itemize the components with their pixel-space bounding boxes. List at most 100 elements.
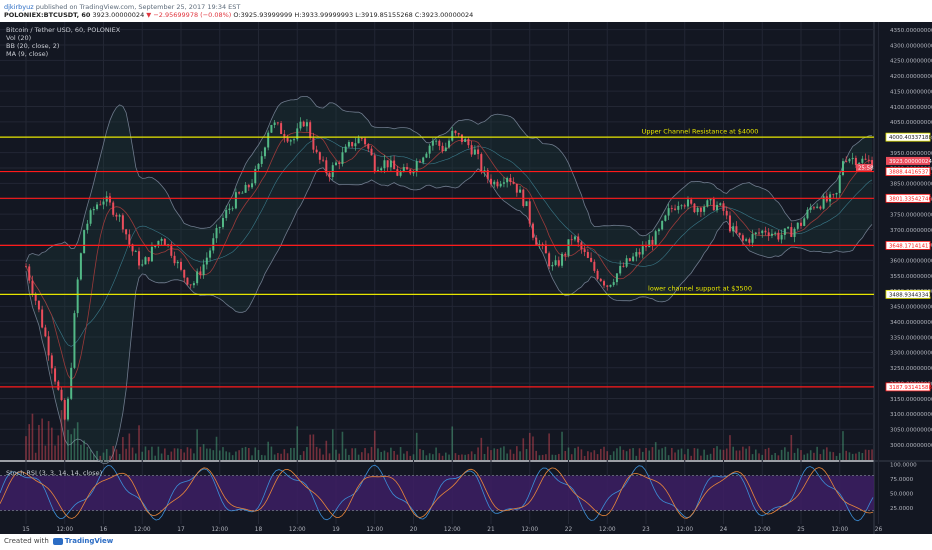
volume-bar [218, 450, 221, 460]
volume-bar [800, 450, 802, 460]
candle-body [780, 234, 783, 240]
open-value: O:3925.93999999 [233, 11, 293, 19]
candle-body [686, 199, 689, 207]
volume-bar [109, 455, 111, 460]
candle-body [280, 123, 283, 135]
volume-bar [341, 431, 344, 460]
candle-body [548, 253, 551, 267]
volume-bar [80, 444, 82, 460]
volume-bar [154, 455, 156, 460]
volume-bar [167, 454, 169, 460]
change-value: ▼ −2.95699978 (−0.08%) [146, 11, 232, 19]
volume-bar [599, 448, 602, 460]
volume-bar [231, 455, 234, 460]
volume-bar [654, 442, 657, 460]
volume-bar [31, 413, 34, 460]
candle-body [425, 153, 428, 158]
volume-bar [193, 453, 195, 460]
time-axis [0, 524, 932, 534]
candle-body [344, 146, 347, 153]
candle-body [854, 157, 857, 166]
candle-body [480, 154, 483, 173]
volume-bar [125, 448, 127, 460]
volume-bar [170, 451, 173, 460]
candle-body [422, 157, 425, 163]
candle-body [590, 257, 593, 262]
ohlc-line: POLONIEX:BTCUSDT, 60 3923.00000024 ▼ −2.… [4, 11, 473, 19]
volume-bar [419, 448, 421, 460]
candle-body [800, 222, 803, 226]
stoch-rsi-label[interactable]: Stoch RSI (3, 3, 14, 14, close) [6, 469, 103, 477]
candle-body [212, 238, 215, 251]
tradingview-brand[interactable]: TradingView [64, 537, 114, 545]
time-tick-label: 12:00 [366, 527, 383, 533]
candle-body [841, 161, 844, 176]
candle-body [309, 122, 312, 138]
volume-bar [754, 449, 757, 460]
volume-indicator-label[interactable]: Vol (20) [6, 34, 32, 42]
candle-body [612, 282, 615, 285]
candle-body [444, 147, 447, 152]
time-tick-label: 12:00 [754, 527, 771, 533]
volume-bar [302, 451, 305, 460]
candle-body [218, 227, 221, 229]
volume-bar [289, 447, 292, 460]
stoch-d-line [0, 467, 874, 519]
candle-body [454, 130, 457, 134]
author-link[interactable]: djkirbyuz [4, 3, 34, 11]
candle-body [167, 244, 170, 246]
volume-bar [861, 453, 864, 460]
volume-bar [851, 453, 854, 460]
volume-bar [267, 441, 269, 460]
candle-body [241, 192, 244, 194]
volume-bar [425, 455, 428, 460]
volume-bar [102, 452, 105, 460]
candle-body [386, 160, 389, 168]
volume-bar [331, 429, 334, 460]
candle-body [254, 168, 257, 184]
candle-body [486, 170, 489, 179]
bollinger-basis [25, 137, 873, 347]
volume-bar [548, 433, 550, 460]
time-tick-label: 12:00 [211, 527, 228, 533]
volume-bar [480, 437, 483, 460]
bollinger-indicator-label[interactable]: BB (20, close, 2) [6, 42, 60, 50]
volume-bar [477, 447, 479, 460]
volume-bar [299, 454, 302, 460]
rsi-tick-label: 25.0000 [890, 506, 914, 512]
volume-bar [671, 447, 673, 460]
volume-bar [516, 446, 518, 460]
time-tick-label: 12:00 [599, 527, 616, 533]
candle-body [276, 122, 279, 124]
candle-body [25, 266, 27, 268]
price-tick-label: 4250.00000000 [890, 59, 932, 65]
volume-bar [202, 444, 205, 460]
candle-body [822, 196, 825, 209]
candle-body [383, 160, 386, 169]
volume-bar [390, 447, 392, 460]
level-label: 3801.33542746 [889, 196, 932, 202]
candle-body [519, 189, 522, 193]
volume-bar [144, 446, 147, 460]
candle-body [189, 284, 192, 286]
candle-body [228, 208, 231, 210]
volume-bar [383, 450, 386, 460]
candle-body [793, 228, 796, 237]
candle-body [696, 207, 699, 213]
candle-body [299, 121, 302, 129]
candle-body [515, 183, 518, 193]
volume-bar [380, 451, 383, 460]
volume-bar [622, 449, 625, 460]
ma-indicator-label[interactable]: MA (9, close) [6, 50, 49, 58]
candle-body [690, 199, 693, 204]
candle-body [509, 178, 512, 182]
candle-body [154, 245, 157, 247]
volume-bar [493, 448, 496, 460]
volume-bar [577, 446, 579, 460]
candle-body [861, 158, 864, 163]
candle-body [770, 233, 773, 236]
volume-bar [625, 451, 628, 460]
candle-body [79, 253, 82, 280]
volume-bar [835, 455, 838, 460]
